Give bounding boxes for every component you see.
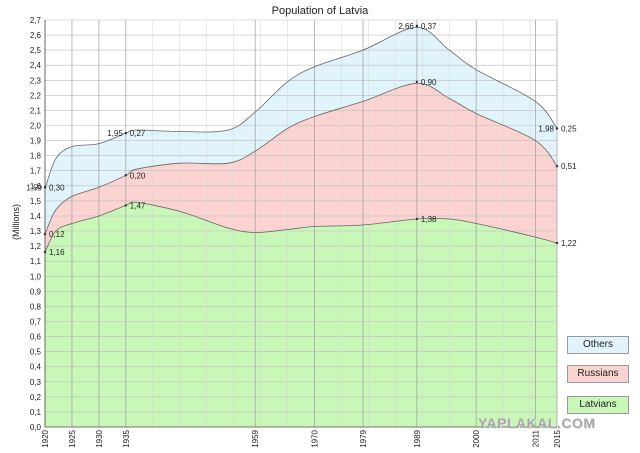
data-label: 0,90	[421, 78, 437, 87]
y-tick-label: 1,1	[30, 257, 42, 266]
y-tick-label: 0,2	[30, 393, 42, 402]
data-point-marker	[124, 174, 128, 177]
data-label: 2,66	[398, 22, 414, 31]
data-point-marker	[43, 186, 47, 189]
y-tick-label: 1,8	[30, 152, 42, 161]
data-point-marker	[555, 127, 559, 130]
data-label: 1,16	[49, 248, 65, 257]
y-tick-label: 2,4	[30, 61, 42, 70]
data-label: 1,59	[26, 183, 42, 192]
x-tick-label: 1959	[251, 429, 260, 447]
data-label: 0,30	[49, 183, 65, 192]
x-tick-label: 1935	[122, 429, 131, 447]
data-label: 0,37	[421, 22, 437, 31]
legend-item-latvians: Latvians	[567, 396, 629, 414]
y-tick-label: 1,5	[30, 197, 42, 206]
data-point-marker	[43, 232, 47, 236]
plot-area: 0,0 0,1 0,2 0,3 0,4 0,5 0,6 0,7 0,8 0,9 1,0 1,1 1,2 1…	[26, 16, 577, 448]
data-label: 0,12	[49, 230, 65, 239]
y-tick-label: 0,1	[30, 408, 42, 417]
y-tick-label: 0,7	[30, 318, 42, 327]
line-others	[44, 27, 558, 189]
data-label: 1,95	[107, 129, 123, 138]
y-tick-label: 2,7	[30, 16, 42, 25]
data-point-marker	[415, 80, 419, 84]
y-tick-label: 1,6	[30, 182, 42, 191]
y-tick-label: 0,9	[30, 287, 42, 296]
y-tick-label: 1,7	[30, 167, 42, 176]
data-point-marker	[43, 250, 47, 254]
x-tick-label: 1925	[68, 429, 77, 447]
area-latvians	[45, 202, 557, 427]
legend-item-others: Others	[567, 336, 629, 354]
y-tick-label: 1,9	[30, 137, 42, 146]
y-axis-label: (Millions)	[11, 204, 21, 240]
data-label: 1,47	[130, 201, 146, 210]
y-tick-label: 2,3	[30, 76, 42, 85]
x-tick-label: 2011	[531, 429, 540, 447]
data-point-marker	[555, 241, 559, 245]
x-tick-label: 1989	[413, 429, 422, 447]
chart-title: Population of Latvia	[272, 5, 370, 17]
y-tick-label: 2,0	[30, 122, 42, 131]
data-point-marker	[555, 165, 559, 168]
x-tick-label: 1930	[95, 429, 104, 447]
data-point-marker	[415, 24, 419, 28]
watermark: YAPLAKAL.COM	[478, 415, 596, 431]
data-label: 1,38	[421, 215, 437, 224]
data-point-marker	[124, 204, 128, 207]
y-tick-label: 1,4	[30, 212, 42, 221]
y-tick-label: 0,8	[30, 302, 42, 311]
y-tick-label: 0,0	[30, 423, 42, 432]
data-point-marker	[124, 131, 128, 135]
data-label: 0,25	[561, 125, 577, 134]
x-tick-label: 1979	[359, 429, 368, 447]
line-latvians	[44, 201, 558, 253]
data-label: 1,98	[538, 125, 554, 134]
y-tick-label: 2,1	[30, 106, 42, 115]
x-tick-label: 1920	[41, 429, 50, 447]
x-tick-label: 1970	[310, 429, 319, 447]
legend-item-russians: Russians	[567, 365, 629, 383]
y-tick-label: 0,4	[30, 363, 42, 372]
data-point-marker	[415, 217, 419, 221]
y-tick-label: 2,6	[30, 31, 42, 40]
x-tick-label: 2015	[553, 429, 562, 447]
data-label: 0,51	[561, 162, 577, 171]
y-tick-label: 1,0	[30, 272, 42, 281]
y-tick-label: 0,6	[30, 333, 42, 342]
data-label: 1,22	[561, 239, 577, 248]
y-tick-label: 1,2	[30, 242, 42, 251]
data-label: 0,27	[130, 129, 146, 138]
x-tick-label: 2000	[472, 429, 481, 447]
y-tick-label: 2,2	[30, 91, 42, 100]
line-russians	[44, 82, 558, 235]
y-tick-label: 0,3	[30, 378, 42, 387]
y-tick-label: 1,3	[30, 227, 42, 236]
data-label: 0,20	[130, 171, 146, 180]
y-tick-label: 2,5	[30, 46, 42, 55]
y-tick-label: 0,5	[30, 348, 42, 357]
